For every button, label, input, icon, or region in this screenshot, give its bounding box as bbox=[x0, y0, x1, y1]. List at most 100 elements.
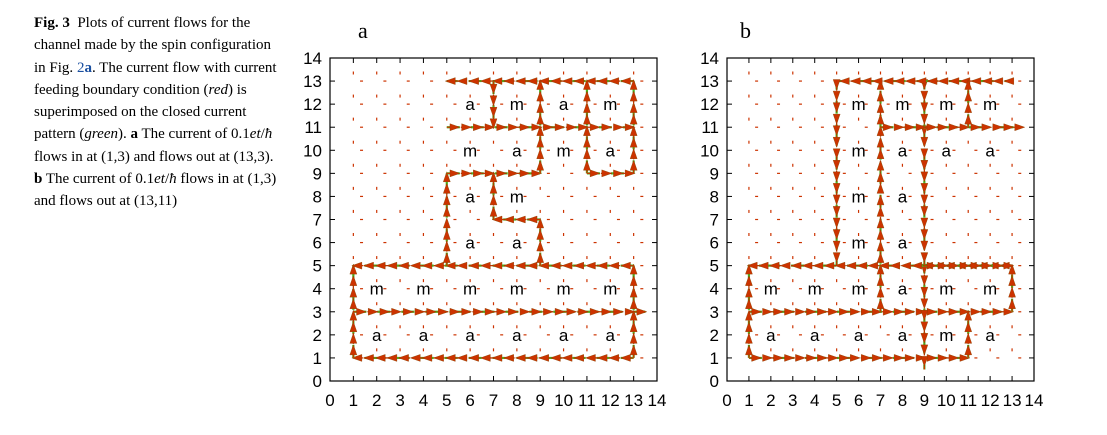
current-arrowhead bbox=[876, 298, 885, 309]
current-arrowhead bbox=[514, 354, 526, 362]
current-arrowhead bbox=[496, 169, 508, 178]
current-arrowhead bbox=[629, 113, 638, 125]
current-arrowhead bbox=[757, 261, 769, 270]
current-arrowhead bbox=[536, 101, 544, 113]
panel-title-a: a bbox=[358, 18, 368, 43]
figure-ref-panel[interactable]: a bbox=[84, 59, 92, 76]
current-arrowhead bbox=[589, 123, 601, 131]
y-tick-label: 8 bbox=[710, 187, 719, 206]
current-arrowhead bbox=[795, 354, 807, 362]
current-arrowhead bbox=[589, 169, 601, 178]
site-label: m bbox=[851, 187, 865, 206]
current-arrowhead bbox=[872, 354, 883, 362]
current-arrowhead bbox=[468, 77, 479, 85]
current-arrowhead bbox=[745, 309, 753, 321]
figure-ref-link[interactable]: 2 bbox=[76, 59, 85, 76]
current-arrowhead bbox=[433, 261, 444, 270]
current-arrowhead bbox=[536, 240, 544, 252]
current-arrowhead bbox=[479, 261, 491, 270]
x-tick-label: 2 bbox=[372, 391, 381, 410]
current-arrowhead bbox=[456, 261, 468, 270]
figure-caption: Fig. 3 Plots of current flows for the ch… bbox=[34, 12, 282, 213]
current-arrowhead bbox=[629, 101, 638, 113]
current-arrowhead bbox=[351, 261, 363, 270]
current-arrowhead bbox=[876, 182, 885, 194]
current-arrowhead bbox=[514, 77, 526, 85]
current-arrowhead bbox=[629, 263, 638, 275]
current-arrowhead bbox=[937, 308, 949, 316]
y-tick-label: 14 bbox=[700, 49, 719, 68]
current-arrowhead bbox=[832, 206, 841, 218]
x-tick-label: 14 bbox=[648, 391, 667, 410]
current-arrowhead bbox=[489, 205, 498, 217]
current-arrowhead bbox=[601, 169, 613, 178]
current-arrowhead bbox=[839, 308, 850, 316]
current-arrowhead bbox=[489, 118, 498, 130]
current-arrowhead bbox=[484, 169, 496, 178]
current-arrowhead bbox=[992, 308, 1004, 316]
current-arrowhead bbox=[362, 261, 374, 270]
current-arrowhead bbox=[926, 308, 938, 316]
current-arrowhead bbox=[790, 261, 802, 270]
current-arrowhead bbox=[920, 113, 929, 125]
current-arrowhead bbox=[349, 275, 358, 286]
current-arrowhead bbox=[1008, 263, 1016, 275]
current-arrowhead bbox=[473, 123, 484, 131]
current-arrowhead bbox=[566, 308, 578, 316]
current-arrowhead bbox=[981, 77, 993, 85]
current-arrowhead bbox=[959, 261, 971, 270]
site-label: m bbox=[463, 280, 477, 299]
current-arrowhead bbox=[583, 90, 591, 102]
current-arrowhead bbox=[443, 171, 451, 183]
current-arrowhead bbox=[795, 308, 807, 316]
current-arrowhead bbox=[876, 205, 885, 217]
current-arrowhead bbox=[374, 261, 386, 270]
current-arrowhead bbox=[876, 113, 885, 125]
current-arrowhead bbox=[817, 354, 828, 362]
current-arrowhead bbox=[867, 261, 879, 270]
current-arrowhead bbox=[489, 83, 498, 95]
current-arrowhead bbox=[629, 344, 638, 356]
current-arrowhead bbox=[461, 308, 473, 316]
current-arrowhead bbox=[981, 261, 993, 270]
current-arrowhead bbox=[882, 354, 894, 362]
current-arrowhead bbox=[1003, 261, 1015, 270]
current-arrowhead bbox=[970, 123, 982, 131]
current-arrowhead bbox=[573, 261, 584, 270]
current-arrowhead bbox=[479, 354, 491, 362]
current-arrowhead bbox=[882, 123, 894, 131]
site-label: a bbox=[465, 95, 475, 114]
current-arrowhead bbox=[554, 123, 566, 131]
current-arrowhead bbox=[613, 169, 625, 178]
current-arrowhead bbox=[426, 308, 438, 316]
site-label: a bbox=[810, 326, 820, 345]
current-arrowhead bbox=[489, 95, 498, 107]
current-arrowhead bbox=[832, 240, 841, 252]
current-arrowhead bbox=[491, 77, 503, 85]
site-label: m bbox=[556, 280, 570, 299]
current-arrowhead bbox=[503, 261, 514, 270]
x-tick-label: 10 bbox=[554, 391, 573, 410]
site-label: a bbox=[559, 326, 569, 345]
current-arrowhead bbox=[409, 354, 421, 362]
current-arrowhead bbox=[806, 354, 818, 362]
x-tick-label: 12 bbox=[601, 391, 620, 410]
current-arrowhead bbox=[561, 77, 573, 85]
y-tick-label: 13 bbox=[303, 72, 322, 91]
current-arrowhead bbox=[876, 217, 885, 229]
current-arrowhead bbox=[519, 308, 531, 316]
current-arrowhead bbox=[920, 229, 929, 241]
caption-text-5b: flows in at (1,3) and flows out at (13,3… bbox=[34, 148, 274, 165]
current-arrowhead bbox=[578, 308, 590, 316]
site-label: m bbox=[764, 280, 778, 299]
caption-panel-a-label: a bbox=[130, 126, 139, 143]
current-arrowhead bbox=[368, 308, 379, 316]
current-arrowhead bbox=[915, 308, 927, 316]
current-arrowhead bbox=[745, 263, 753, 275]
y-tick-label: 3 bbox=[710, 303, 719, 322]
current-arrowhead bbox=[349, 286, 358, 298]
site-label: m bbox=[510, 280, 524, 299]
current-arrowhead bbox=[926, 354, 938, 362]
current-arrowhead bbox=[549, 77, 561, 85]
current-arrowhead bbox=[409, 261, 421, 270]
